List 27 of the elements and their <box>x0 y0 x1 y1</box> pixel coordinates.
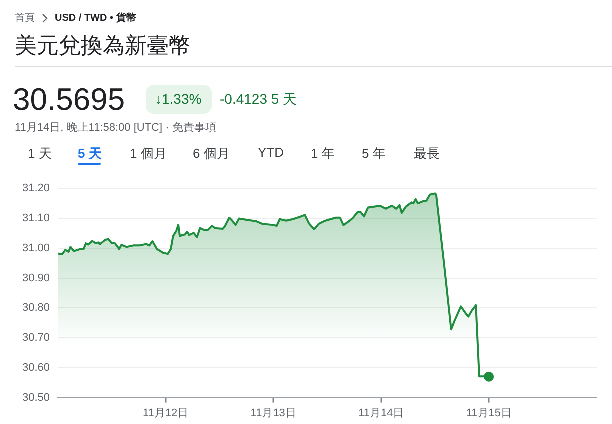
text: 1 天 <box>28 145 52 163</box>
y-tick-label: 30.50 <box>22 392 50 404</box>
text: USD / TWD • 貨幣 <box>55 12 136 25</box>
x-tick-label: 11月13日 <box>250 407 296 420</box>
y-tick-label: 31.00 <box>22 242 50 254</box>
x-tick-label: 11月15日 <box>466 407 512 420</box>
y-tick-label: 30.70 <box>22 332 50 344</box>
text: 1 個月 <box>130 145 167 163</box>
text: 30.5695 <box>13 82 126 118</box>
text: 首頁 <box>15 12 35 25</box>
text: 6 個月 <box>193 145 230 163</box>
text: 5 年 <box>362 145 386 163</box>
y-tick-label: 31.20 <box>22 182 50 195</box>
text: 1 年 <box>311 145 335 163</box>
y-tick-label: 30.60 <box>22 362 50 374</box>
x-tick-label: 11月14日 <box>358 407 404 420</box>
y-tick-label: 31.10 <box>22 212 50 225</box>
x-tick-label: 11月12日 <box>142 407 189 420</box>
text: 最長 <box>414 145 440 163</box>
y-tick-label: 30.80 <box>22 302 50 314</box>
text: -0.4123 5 天 <box>220 91 298 109</box>
text: ↓1.33% <box>155 91 202 107</box>
y-tick-label: 30.90 <box>22 272 50 284</box>
text: 11月14日, 晚上11:58:00 [UTC] · 免責事項 <box>15 121 216 135</box>
text: 5 天 <box>78 145 102 163</box>
text: YTD <box>258 145 284 160</box>
chart-title: 美元兌換為新臺幣 <box>15 32 191 60</box>
